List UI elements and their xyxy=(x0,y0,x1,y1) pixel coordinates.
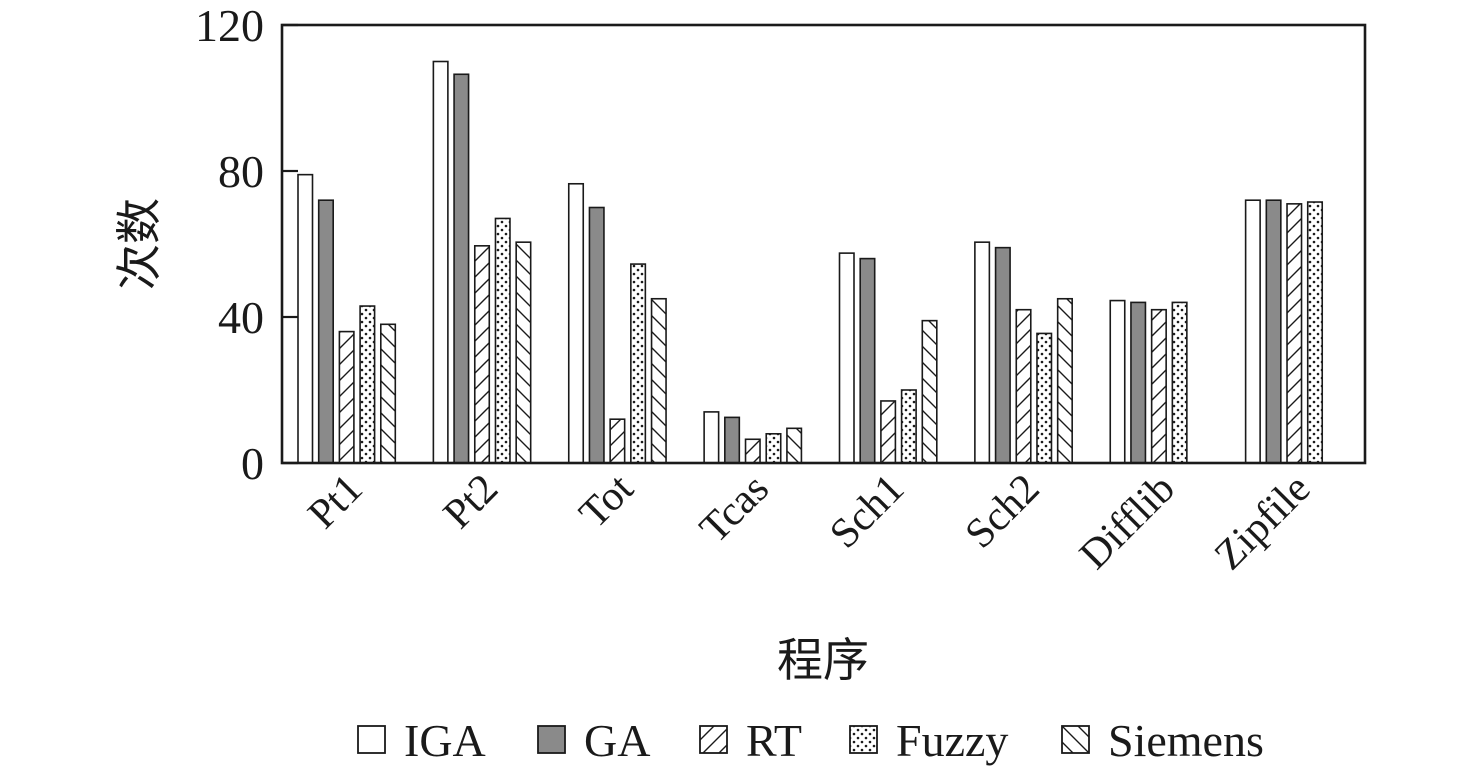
bar-ga-zipfile xyxy=(1265,199,1282,464)
legend-label-fuzzy: Fuzzy xyxy=(896,715,1008,766)
bar-rt-zipfile xyxy=(1286,203,1303,464)
bar-iga-tcas xyxy=(703,411,720,464)
bar-iga-tot xyxy=(567,182,585,464)
bar-fuzzy-zipfile xyxy=(1306,201,1324,464)
x-tick-label-zipfile: Zipfile xyxy=(1206,466,1319,579)
bar-siemens-sch1 xyxy=(921,319,938,464)
bar-fuzzy-pt2 xyxy=(494,217,511,464)
x-tick-label-pt2: Pt2 xyxy=(435,466,507,538)
bar-iga-difflib xyxy=(1109,299,1126,464)
plot-area xyxy=(297,60,1324,464)
legend-swatch-rt xyxy=(699,725,728,754)
y-tick-label: 40 xyxy=(218,292,264,343)
bar-iga-zipfile xyxy=(1244,199,1261,464)
x-tick-label-sch2: Sch2 xyxy=(957,466,1049,558)
legend-swatch-iga xyxy=(357,725,386,754)
plot-frame xyxy=(280,23,1367,465)
bar-ga-pt1 xyxy=(317,199,335,464)
bar-siemens-tot xyxy=(650,297,667,464)
x-tick-label-pt1: Pt1 xyxy=(300,466,372,538)
bar-siemens-pt2 xyxy=(515,241,532,464)
y-tick-label: 120 xyxy=(195,0,264,51)
bar-ga-tcas xyxy=(724,416,741,464)
x-axis-title: 程序 xyxy=(777,635,869,686)
x-tick-label-sch1: Sch1 xyxy=(821,466,913,558)
legend-swatch-siemens xyxy=(1061,725,1090,754)
bar-siemens-tcas xyxy=(786,427,803,464)
bar-rt-sch2 xyxy=(1015,308,1032,464)
bar-iga-pt1 xyxy=(297,173,314,464)
bar-rt-difflib xyxy=(1150,308,1167,464)
legend-label-ga: GA xyxy=(584,715,650,766)
bar-fuzzy-difflib xyxy=(1171,301,1188,464)
bar-ga-pt2 xyxy=(453,73,470,464)
bar-ga-tot xyxy=(588,206,605,464)
legend-label-siemens: Siemens xyxy=(1108,715,1264,766)
bar-siemens-sch2 xyxy=(1056,297,1073,464)
bar-ga-difflib xyxy=(1130,301,1147,464)
bar-ga-sch2 xyxy=(994,246,1011,464)
legend: IGA GA RT Fuzzy Siemens xyxy=(357,715,1264,766)
x-tick-label-tcas: Tcas xyxy=(691,466,778,553)
legend-swatch-ga xyxy=(537,725,566,754)
bar-rt-sch1 xyxy=(880,400,897,464)
bar-iga-sch2 xyxy=(974,241,991,464)
x-tick-label-tot: Tot xyxy=(571,465,643,537)
bar-rt-tot xyxy=(609,418,626,464)
bar-iga-sch1 xyxy=(838,252,855,464)
y-tick-label: 0 xyxy=(241,438,264,489)
y-tick-label: 80 xyxy=(218,146,264,197)
bar-ga-sch1 xyxy=(859,257,876,464)
bar-rt-tcas xyxy=(744,438,761,464)
x-tick-label-difflib: Difflib xyxy=(1071,466,1184,579)
bar-fuzzy-tot xyxy=(630,263,647,464)
bar-fuzzy-pt1 xyxy=(359,305,376,464)
bar-fuzzy-sch1 xyxy=(900,389,917,464)
bar-rt-pt2 xyxy=(473,245,491,464)
bar-rt-pt1 xyxy=(338,330,355,464)
bar-fuzzy-tcas xyxy=(765,432,782,464)
bar-iga-pt2 xyxy=(432,60,449,464)
legend-label-iga: IGA xyxy=(404,715,486,766)
bar-siemens-pt1 xyxy=(379,323,397,464)
y-axis-title: 次数 xyxy=(114,198,165,290)
bar-fuzzy-sch2 xyxy=(1036,332,1053,464)
legend-label-rt: RT xyxy=(746,715,802,766)
legend-swatch-fuzzy xyxy=(849,725,878,754)
